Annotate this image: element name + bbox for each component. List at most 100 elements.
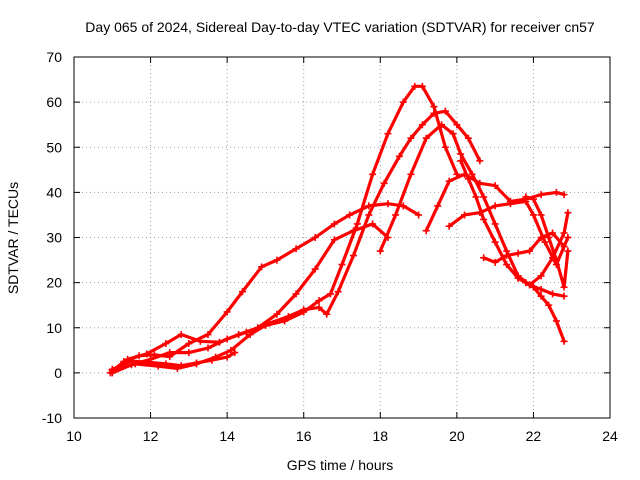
y-tick-label: 20: [46, 275, 62, 291]
data-point: [491, 220, 499, 228]
data-point: [346, 211, 354, 219]
data-point: [300, 306, 308, 314]
data-point: [537, 211, 545, 219]
data-point: [552, 188, 560, 196]
data-point: [453, 121, 461, 129]
data-point: [273, 310, 281, 318]
data-point: [549, 254, 557, 262]
data-point: [564, 234, 572, 241]
data-point: [418, 121, 426, 129]
y-tick-label: 60: [46, 94, 62, 110]
data-point: [162, 340, 170, 348]
data-point: [560, 243, 568, 251]
data-point: [560, 337, 568, 345]
data-point: [445, 222, 453, 230]
data-point: [491, 182, 499, 190]
data-point: [441, 107, 449, 115]
data-point: [445, 177, 453, 185]
data-point: [315, 297, 323, 305]
data-point: [464, 175, 472, 183]
data-point: [162, 360, 170, 368]
data-point: [491, 238, 499, 246]
data-point: [223, 308, 231, 316]
data-point: [514, 274, 522, 282]
data-point: [560, 283, 568, 291]
data-point: [315, 303, 323, 311]
data-point: [564, 247, 572, 255]
data-point: [552, 256, 560, 264]
data-point: [395, 152, 403, 160]
data-point: [506, 200, 514, 208]
data-point: [560, 191, 568, 199]
x-tick-label: 22: [526, 428, 542, 444]
traces-layer: [106, 82, 572, 377]
data-point: [185, 340, 193, 348]
data-point: [311, 234, 319, 241]
data-point: [327, 290, 335, 298]
data-point: [349, 252, 357, 260]
y-tick-label: 0: [54, 365, 62, 381]
plot-frame: [73, 56, 611, 419]
data-point: [193, 359, 201, 367]
data-point: [204, 344, 212, 352]
data-point: [537, 285, 545, 293]
data-point: [380, 179, 388, 187]
data-point: [223, 353, 231, 361]
data-point: [415, 211, 423, 219]
data-point: [365, 211, 373, 219]
data-point: [545, 234, 553, 241]
data-point: [537, 272, 545, 280]
satellite-track-i: [522, 193, 572, 291]
data-point: [411, 82, 419, 90]
data-point: [430, 103, 438, 111]
series-line: [110, 109, 482, 373]
data-point: [549, 290, 557, 298]
data-point: [227, 346, 235, 354]
data-point: [330, 220, 338, 228]
data-point: [491, 258, 499, 266]
data-point: [422, 134, 430, 142]
data-point: [503, 252, 511, 260]
data-point: [384, 200, 392, 208]
data-point: [147, 358, 155, 366]
y-tick-label: 50: [46, 139, 62, 155]
data-point: [246, 331, 254, 339]
data-point: [407, 170, 415, 178]
x-tick-label: 20: [449, 428, 465, 444]
data-point: [369, 170, 377, 178]
data-point: [441, 143, 449, 151]
data-point: [430, 109, 438, 117]
data-point: [143, 350, 151, 358]
data-point: [526, 247, 534, 255]
data-point: [480, 215, 488, 223]
x-tick-label: 16: [296, 428, 312, 444]
data-point: [177, 362, 185, 370]
data-point: [273, 256, 281, 264]
series-line: [110, 84, 459, 375]
satellite-track-k: [457, 157, 572, 289]
data-point: [476, 157, 484, 165]
data-point: [185, 349, 193, 357]
y-tick-label: 30: [46, 230, 62, 246]
data-point: [434, 202, 442, 210]
data-point: [545, 301, 553, 309]
x-tick-label: 24: [602, 428, 618, 444]
data-point: [480, 254, 488, 262]
data-point: [529, 211, 537, 219]
data-point: [503, 261, 511, 269]
data-point: [223, 335, 231, 343]
y-axis-label: SDTVAR / TECUs: [5, 182, 21, 294]
data-point: [464, 134, 472, 142]
data-point: [526, 281, 534, 289]
satellite-track-d: [108, 107, 484, 375]
data-point: [292, 290, 300, 298]
data-point: [369, 220, 377, 228]
data-point: [541, 238, 549, 246]
data-point: [384, 130, 392, 138]
data-point: [476, 179, 484, 187]
series-line: [447, 199, 570, 267]
x-axis-label: GPS time / hours: [287, 457, 394, 473]
x-tick-label: 14: [219, 428, 235, 444]
data-point: [491, 202, 499, 210]
